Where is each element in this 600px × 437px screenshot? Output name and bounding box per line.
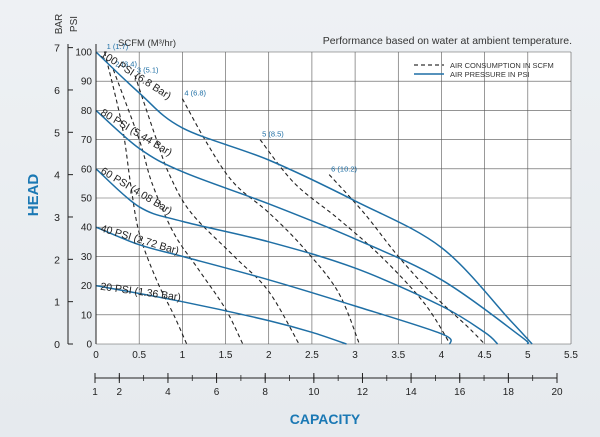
x-tick-label: 2 — [266, 350, 272, 361]
psi-tick-label: 30 — [81, 252, 93, 263]
scfm-curves — [104, 51, 485, 345]
psi-unit-label: PSI — [69, 16, 80, 32]
chart-title: Performance based on water at ambient te… — [323, 35, 572, 47]
x-tick-label: 0 — [93, 350, 99, 361]
m3hr-tick-label: 4 — [165, 387, 171, 398]
psi-tick-label: 100 — [75, 48, 92, 59]
m3hr-tick-label: 14 — [406, 387, 418, 398]
x-tick-label: 4.5 — [478, 350, 492, 361]
y-axis-title: HEAD — [25, 174, 42, 217]
scfm-curve-5 — [259, 139, 451, 345]
legend-item-psi: AIR PRESSURE IN PSI — [450, 70, 530, 79]
psi-tick-label: 10 — [81, 310, 93, 321]
pressure-curves — [95, 51, 533, 345]
m3hr-tick-label: 6 — [214, 387, 220, 398]
m3hr-tick-label: 2 — [117, 387, 123, 398]
scfm-label-5: 5 (8.5) — [262, 130, 284, 139]
x-tick-label: 0.5 — [132, 350, 146, 361]
pressure-curve-3 — [95, 168, 499, 345]
bar-tick-label: 0 — [54, 339, 60, 351]
m3hr-tick-label: 18 — [503, 387, 515, 398]
scfm-header: SCFM (M³/hr) — [118, 38, 176, 49]
legend: AIR CONSUMPTION IN SCFM AIR PRESSURE IN … — [414, 61, 554, 79]
bar-tick-label: 3 — [54, 212, 60, 224]
psi-tick-label: 40 — [81, 223, 93, 234]
bar-tick-label: 4 — [54, 170, 60, 182]
bar-tick-label: 2 — [54, 254, 60, 266]
bar-tick-label: 1 — [54, 297, 60, 309]
psi-tick-label: 70 — [81, 135, 93, 146]
psi-tick-label: 0 — [86, 340, 92, 351]
x-tick-label: 5.5 — [564, 350, 578, 361]
psi-tick-label: 60 — [81, 164, 93, 175]
scfm-label-4: 4 (6.8) — [184, 89, 206, 98]
x-tick-label: 3 — [352, 350, 358, 361]
scfm-label-1: 1 (1.7) — [107, 42, 129, 51]
x-tick-label: 1.5 — [219, 350, 233, 361]
x-tick-label: 3.5 — [391, 350, 405, 361]
m3hr-tick-label: 8 — [262, 387, 268, 398]
x-tick-label: 1 — [180, 350, 186, 361]
scfm-curve-6 — [328, 174, 485, 345]
pressure-curve-2 — [95, 226, 452, 345]
psi-tick-label: 80 — [81, 106, 93, 117]
pressure-curve-4 — [95, 109, 530, 345]
m3hr-tick-label: 16 — [454, 387, 466, 398]
pressure-curve-1 — [95, 284, 347, 345]
legend-item-scfm: AIR CONSUMPTION IN SCFM — [450, 61, 554, 70]
bar-tick-label: 7 — [54, 43, 60, 55]
gridlines — [95, 51, 572, 345]
x-axis-title: CAPACITY — [290, 411, 361, 427]
pressure-curve-5 — [95, 51, 533, 345]
scfm-label-3: 3 (5.1) — [137, 65, 159, 74]
m3hr-tick-label: 12 — [357, 387, 369, 398]
psi-tick-label: 20 — [81, 281, 93, 292]
scfm-label-2: 2 (3.4) — [115, 60, 137, 69]
m3hr-tick-label: 10 — [308, 387, 320, 398]
bar-unit-label: BAR — [54, 14, 65, 35]
scfm-curve-1 — [104, 51, 188, 345]
x-tick-label: 5 — [525, 350, 531, 361]
x-tick-label: 2.5 — [305, 350, 319, 361]
scfm-curve-3 — [134, 75, 300, 345]
scfm-curve-2 — [112, 69, 244, 345]
scfm-label-6: 6 (10.2) — [331, 165, 357, 174]
x-tick-label: 4 — [439, 350, 445, 361]
bar-tick-label: 6 — [54, 85, 60, 97]
m3hr-tick-label: 20 — [551, 387, 563, 398]
m3hr-tick-label: 1 — [92, 387, 98, 398]
psi-tick-label: 90 — [81, 77, 93, 88]
bar-tick-label: 5 — [54, 127, 60, 139]
psi-tick-label: 50 — [81, 194, 93, 205]
